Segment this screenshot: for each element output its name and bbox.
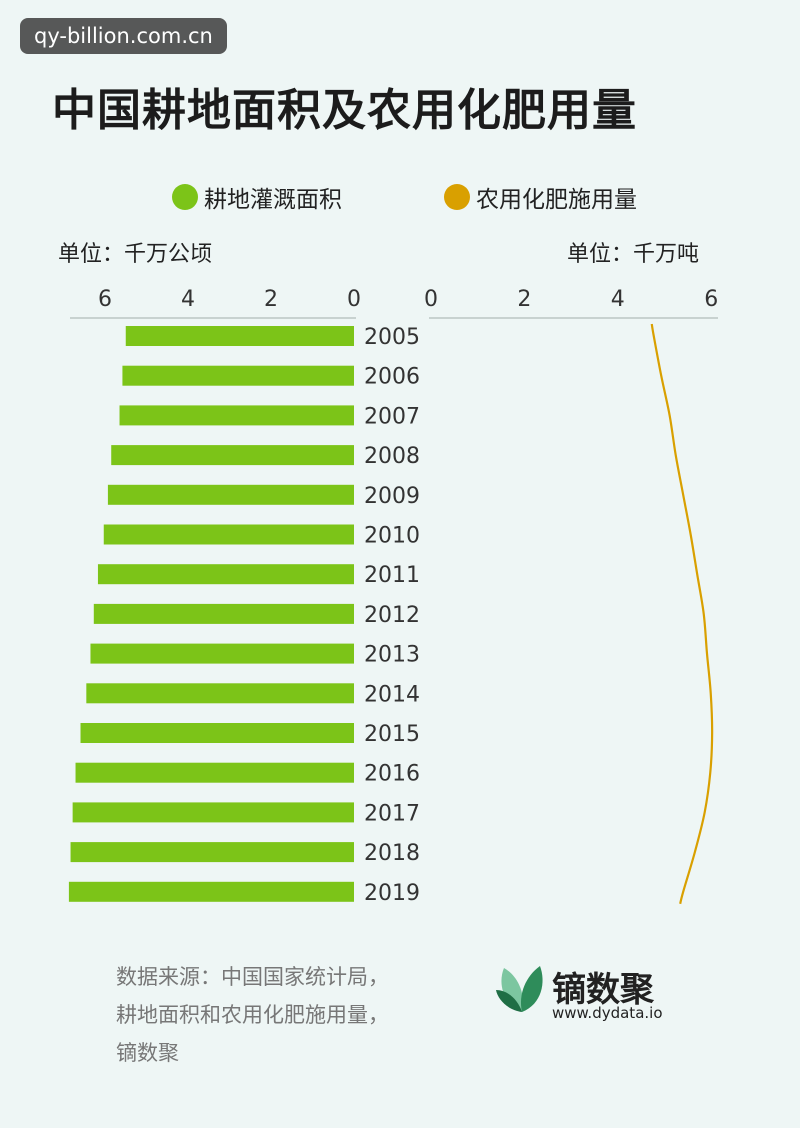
bar xyxy=(107,484,354,505)
source-line: 耕地面积和农用化肥施用量， xyxy=(116,1003,389,1027)
legend-bar: 耕地灌溉面积 xyxy=(172,180,342,214)
year-label: 2006 xyxy=(364,365,420,390)
brand-name: 镝数聚 xyxy=(552,970,654,1010)
bar xyxy=(93,603,355,624)
year-label: 2015 xyxy=(364,722,420,747)
unit-right: 单位：千万吨 xyxy=(567,242,700,267)
year-label: 2012 xyxy=(364,603,420,628)
bar xyxy=(75,762,354,783)
legend-line-label: 农用化肥施用量 xyxy=(476,187,637,213)
unit-left: 单位：千万公顷 xyxy=(58,242,213,267)
bar xyxy=(86,683,354,704)
year-label: 2018 xyxy=(364,841,420,866)
bar xyxy=(97,564,354,585)
bar xyxy=(111,445,354,466)
legend-line: 农用化肥施用量 xyxy=(444,180,637,214)
year-label: 2019 xyxy=(364,881,420,906)
year-label: 2009 xyxy=(364,484,420,509)
year-label: 2008 xyxy=(364,444,420,469)
legend-bar-swatch xyxy=(172,184,198,210)
right-axis-tick-label: 2 xyxy=(517,287,531,312)
left-axis-tick-label: 0 xyxy=(347,287,361,312)
right-axis-tick-label: 6 xyxy=(704,287,718,312)
bar xyxy=(80,723,354,743)
right-axis-tick-label: 0 xyxy=(424,287,438,312)
chart-title: 中国耕地面积及农用化肥用量 xyxy=(52,85,637,136)
left-axis-tick-label: 2 xyxy=(264,287,278,312)
year-label: 2016 xyxy=(364,762,420,787)
bar xyxy=(90,643,354,664)
year-label: 2005 xyxy=(364,325,420,350)
source-line: 数据来源：中国国家统计局， xyxy=(116,965,389,989)
source-note: 数据来源：中国国家统计局， 耕地面积和农用化肥施用量， 镝数聚 xyxy=(116,958,389,1072)
left-axis-tick-label: 4 xyxy=(181,287,195,312)
fertilizer-line xyxy=(650,323,714,905)
legend-bar-label: 耕地灌溉面积 xyxy=(204,187,342,213)
year-label: 2010 xyxy=(364,524,420,549)
brand-url: www.dydata.io xyxy=(552,1004,663,1022)
year-label: 2007 xyxy=(364,404,420,429)
watermark: qy-billion.com.cn xyxy=(20,18,227,54)
leaf-icon xyxy=(496,966,543,1012)
bar xyxy=(70,842,355,863)
right-axis-tick-label: 4 xyxy=(611,287,625,312)
bar xyxy=(122,365,355,386)
year-label: 2014 xyxy=(364,682,420,707)
bar xyxy=(119,405,355,426)
bar xyxy=(125,326,354,346)
year-label: 2017 xyxy=(364,801,420,826)
bar xyxy=(72,802,354,823)
year-label: 2011 xyxy=(364,563,420,588)
source-line: 镝数聚 xyxy=(116,1041,179,1065)
bar xyxy=(103,524,354,545)
left-axis-tick-label: 6 xyxy=(98,287,112,312)
legend-line-swatch xyxy=(444,184,470,210)
brand-logo: 镝数聚 www.dydata.io xyxy=(496,960,663,1022)
year-label: 2013 xyxy=(364,643,420,668)
bar xyxy=(68,881,355,902)
